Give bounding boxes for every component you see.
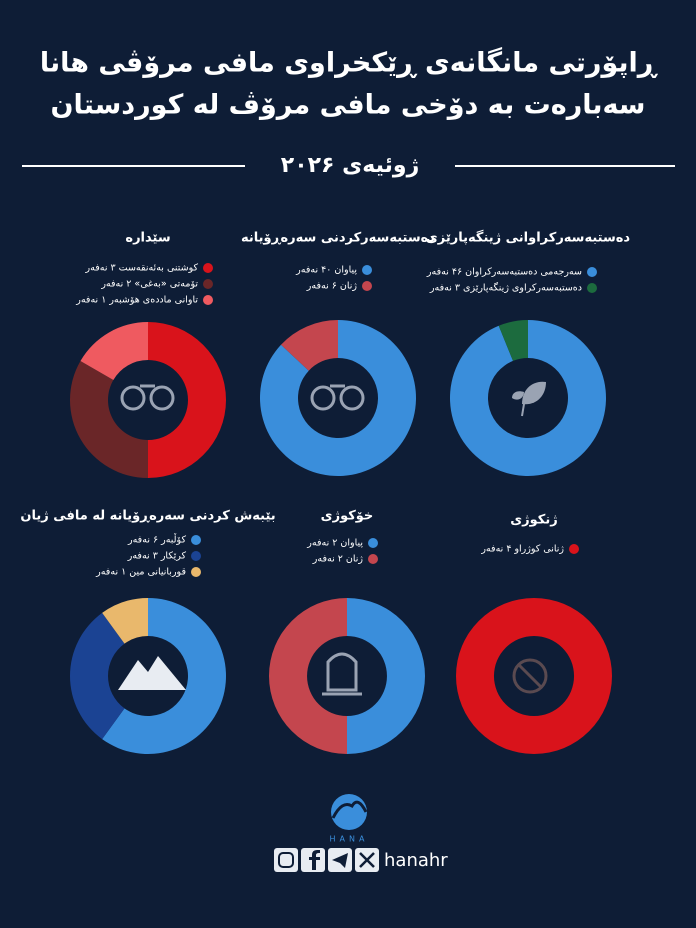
donut-slice — [260, 320, 416, 476]
legend-marker — [191, 551, 201, 561]
donut-slice — [69, 361, 148, 478]
legend-marker — [587, 283, 597, 293]
social-icons — [274, 848, 379, 872]
donut-slice — [80, 322, 148, 380]
chart-title: دەستبەسەرکردنی سەرەڕۆیانە — [241, 231, 435, 246]
legend-label: کرێکار ۳ نەفەر — [127, 551, 187, 562]
handcuffs-icon — [310, 384, 365, 411]
legend-marker — [587, 267, 597, 277]
chart-title: سێدارە — [125, 231, 170, 246]
donut-slice — [347, 598, 425, 754]
center-icons — [118, 381, 548, 696]
legend-label: ژنان ۲ نەفەر — [312, 554, 364, 565]
prohibited-icon — [512, 658, 548, 694]
mountain-icon — [118, 656, 186, 690]
donut-slice — [498, 320, 528, 361]
x-glyph — [359, 852, 375, 868]
title-line: ڕاپۆرتی مانگانەی ڕێکخراوی مافی مرۆڤی هان… — [40, 47, 659, 79]
handcuffs-icon — [120, 384, 175, 411]
donut-slice — [102, 598, 148, 644]
legend-marker — [203, 295, 213, 305]
footer-logo: HANA — [330, 794, 369, 844]
legend-label: کۆڵبەر ۶ نەفەر — [127, 534, 186, 546]
legend-marker — [569, 544, 579, 554]
donut-slice — [269, 598, 347, 754]
leaf-icon — [512, 381, 546, 417]
legend-marker — [368, 554, 378, 564]
telegram-glyph — [332, 853, 348, 868]
subtitle: ژوئیەی ۲۰۲۶ — [281, 153, 419, 178]
donut-slice — [456, 598, 612, 754]
donut-slice — [280, 320, 338, 371]
legend-marker — [362, 281, 372, 291]
legend-marker — [191, 535, 201, 545]
chart-title: ژنکوژی — [510, 513, 557, 528]
legend-marker — [203, 279, 213, 289]
charts: سێدارە کوشتنی بەئەنقەست ۳ نەفەر تۆمەتی «بە… — [20, 230, 631, 754]
legend-label: قوربانیانی مین ۱ نەفەر — [95, 567, 186, 578]
donut-slice — [148, 322, 226, 478]
donut-slice — [102, 598, 226, 754]
legend-marker — [362, 265, 372, 275]
legend-label: کوشتنی بەئەنقەست ۳ نەفەر — [85, 263, 199, 274]
logo-wave — [331, 800, 368, 819]
legend-label: تۆمەتی «بەغی» ۲ نەفەر — [100, 279, 198, 290]
gravestone-icon — [322, 652, 362, 696]
legend-label: پیاوان ۴۰ نەفەر — [295, 265, 357, 276]
facebook-glyph — [309, 850, 320, 870]
legend-label: ژنان ۶ نەفەر — [306, 281, 358, 292]
chart-title: دەستبەسەرکراوانی ژینگەپارێزی — [426, 230, 631, 246]
donut-slice — [449, 320, 606, 477]
legend-marker — [203, 263, 213, 273]
legend-label: تاوانی ماددەی هۆشبەر ۱ نەفەر — [75, 295, 198, 306]
title-line: سەبارەت بە دۆخی مافی مرۆڤ لە کوردستان — [51, 90, 646, 121]
legend-label: پیاوان ۲ نەفەر — [306, 538, 363, 549]
legend-marker — [191, 567, 201, 577]
legend-label: سەرجەمی دەستبەسەرکراوان ۴۶ نەفەر — [426, 267, 582, 278]
legend-label: ژنانی کوژراو ۴ نەفەر — [480, 544, 564, 555]
legend-label: دەستبەسەرکراوی ژینگەپارێزی ۳ نەفەر — [429, 282, 582, 294]
legend-marker — [368, 538, 378, 548]
logo-text: HANA — [330, 835, 369, 844]
chart-title: بێبەش کردنی سەرەڕۆیانە لە مافی ژیان — [20, 509, 275, 524]
handle: hanahr — [384, 850, 448, 871]
instagram-icon — [274, 848, 298, 872]
instagram-glyph — [278, 852, 294, 868]
chart-title: خۆکوژی — [321, 509, 374, 524]
donut-slice — [69, 612, 125, 740]
